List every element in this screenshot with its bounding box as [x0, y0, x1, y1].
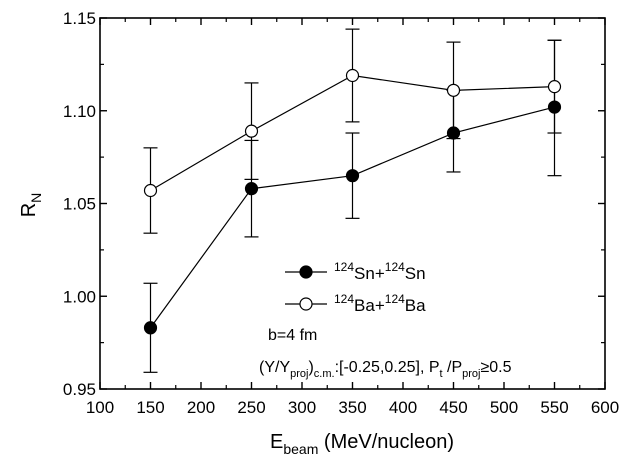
x-tick-label-450: 450 — [439, 398, 467, 417]
axis-ticks — [99, 17, 606, 390]
legend-item-ba: 124Ba+124Ba — [285, 292, 426, 315]
y-tick-labels: 0.95 1.00 1.05 1.10 1.15 — [63, 9, 96, 399]
x-tick-label-500: 500 — [490, 398, 518, 417]
data-point-0-4 — [547, 100, 562, 114]
y-tick-label-1.1: 1.10 — [63, 102, 96, 121]
impact-parameter-label: b=4 fm — [268, 327, 317, 344]
legend-label-ba: 124Ba+124Ba — [334, 292, 426, 315]
x-tick-labels: 100 150 200 250 300 350 400 450 500 550 600 — [86, 398, 619, 417]
legend-item-sn: 124Sn+124Sn — [285, 260, 426, 283]
legend-marker-sn — [299, 265, 313, 279]
legend: 124Sn+124Sn 124Ba+124Ba — [285, 260, 426, 315]
data-point-0-0 — [143, 321, 158, 335]
data-markers — [143, 68, 562, 335]
x-tick-label-250: 250 — [237, 398, 265, 417]
x-tick-label-300: 300 — [288, 398, 316, 417]
x-tick-label-150: 150 — [136, 398, 164, 417]
x-tick-label-550: 550 — [540, 398, 568, 417]
data-point-1-0 — [143, 183, 158, 198]
y-tick-label-1: 1.00 — [63, 287, 96, 306]
data-point-1-2 — [345, 68, 360, 83]
y-tick-label-1.05: 1.05 — [63, 195, 96, 214]
data-point-0-2 — [345, 169, 360, 183]
data-point-1-3 — [446, 83, 461, 97]
data-point-1-1 — [244, 124, 259, 138]
cut-condition-label: (Y/Yproj)c.m.:[-0.25,0.25], Pt /Pproj≥0.… — [259, 359, 512, 380]
y-tick-label-0.95: 0.95 — [63, 380, 96, 399]
y-tick-label-1.15: 1.15 — [63, 9, 96, 28]
data-point-1-4 — [547, 80, 562, 94]
legend-marker-ba — [299, 297, 313, 311]
x-axis-title: Ebeam (MeV/nucleon) — [270, 431, 454, 457]
y-axis-title: RN — [18, 193, 44, 218]
x-tick-label-200: 200 — [187, 398, 215, 417]
x-tick-label-350: 350 — [338, 398, 366, 417]
x-tick-label-100: 100 — [86, 398, 114, 417]
legend-label-sn: 124Sn+124Sn — [334, 260, 426, 283]
x-tick-label-600: 600 — [591, 398, 619, 417]
x-tick-label-400: 400 — [389, 398, 417, 417]
data-point-0-3 — [446, 126, 461, 140]
data-point-0-1 — [244, 182, 259, 196]
